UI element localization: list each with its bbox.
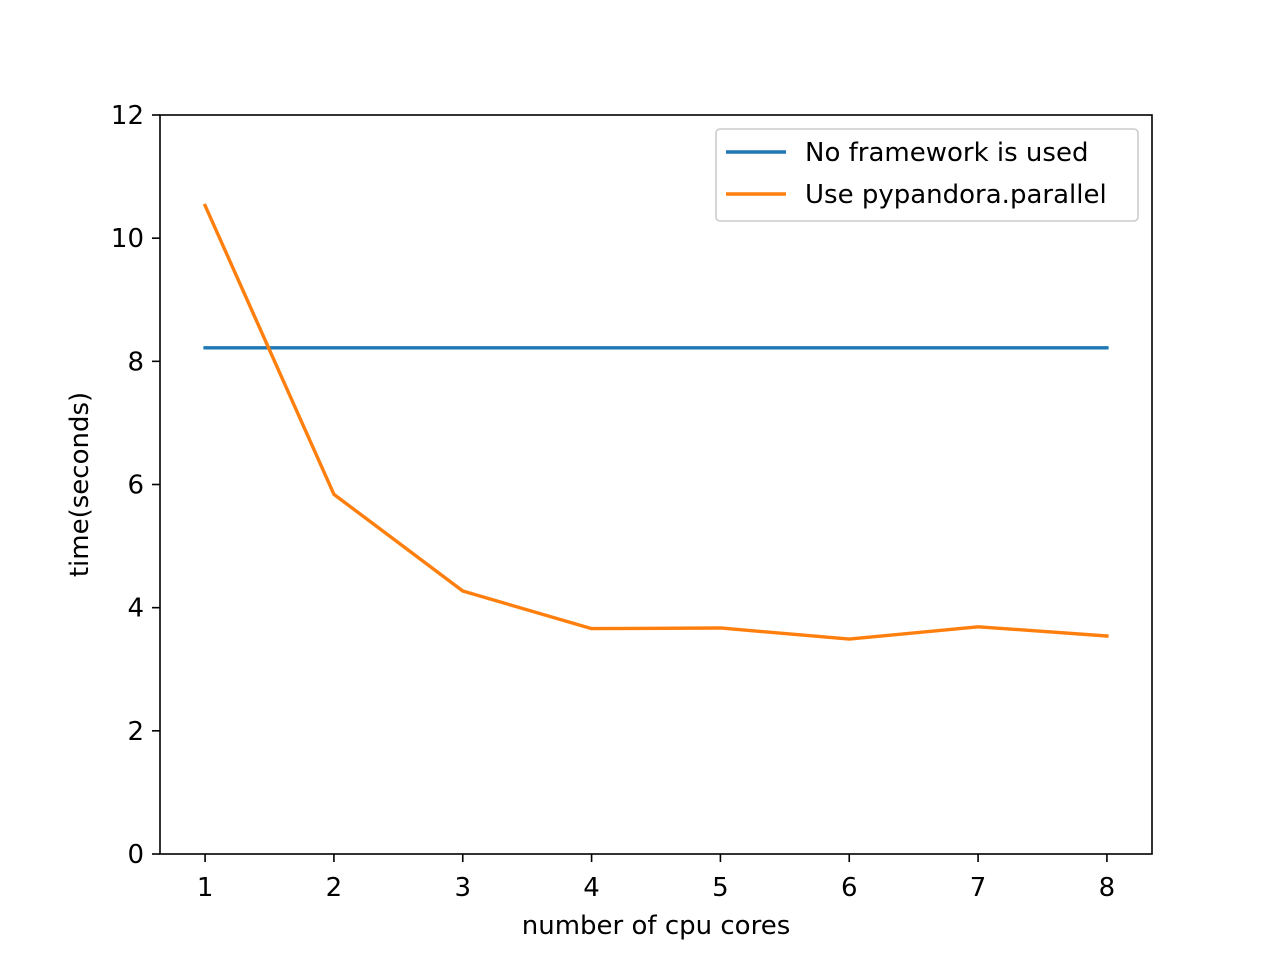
y-tick-label: 12	[111, 101, 144, 131]
legend-label-0: No framework is used	[805, 138, 1088, 168]
y-tick-label: 6	[127, 471, 144, 501]
y-tick-label: 0	[127, 840, 144, 870]
y-tick-label: 4	[127, 594, 144, 624]
series-layer	[202, 203, 1109, 641]
y-tick-label: 10	[111, 224, 144, 254]
legend-label-1: Use pypandora.parallel	[805, 180, 1107, 210]
y-tick-label: 2	[127, 717, 144, 747]
legend: No framework is used Use pypandora.paral…	[715, 128, 1139, 222]
legend-box	[715, 128, 1139, 222]
series-line-1	[202, 203, 1109, 641]
x-tick-label: 3	[454, 873, 471, 903]
x-tick-label: 8	[1099, 873, 1116, 903]
y-tick-label: 8	[127, 347, 144, 377]
x-tick-label: 6	[841, 873, 858, 903]
x-tick-label: 7	[970, 873, 987, 903]
x-tick-label: 1	[197, 873, 214, 903]
x-tick-label: 5	[712, 873, 729, 903]
x-tick-label: 2	[326, 873, 343, 903]
y-axis-ticks: 0 2 4 6 8 10 12	[111, 101, 160, 870]
plot-area	[160, 115, 1152, 854]
y-axis-label: time(seconds)	[65, 392, 95, 577]
x-axis-label: number of cpu cores	[522, 911, 790, 941]
x-axis-ticks: 1 2 3 4 5 6 7 8	[197, 854, 1115, 903]
x-tick-label: 4	[583, 873, 600, 903]
